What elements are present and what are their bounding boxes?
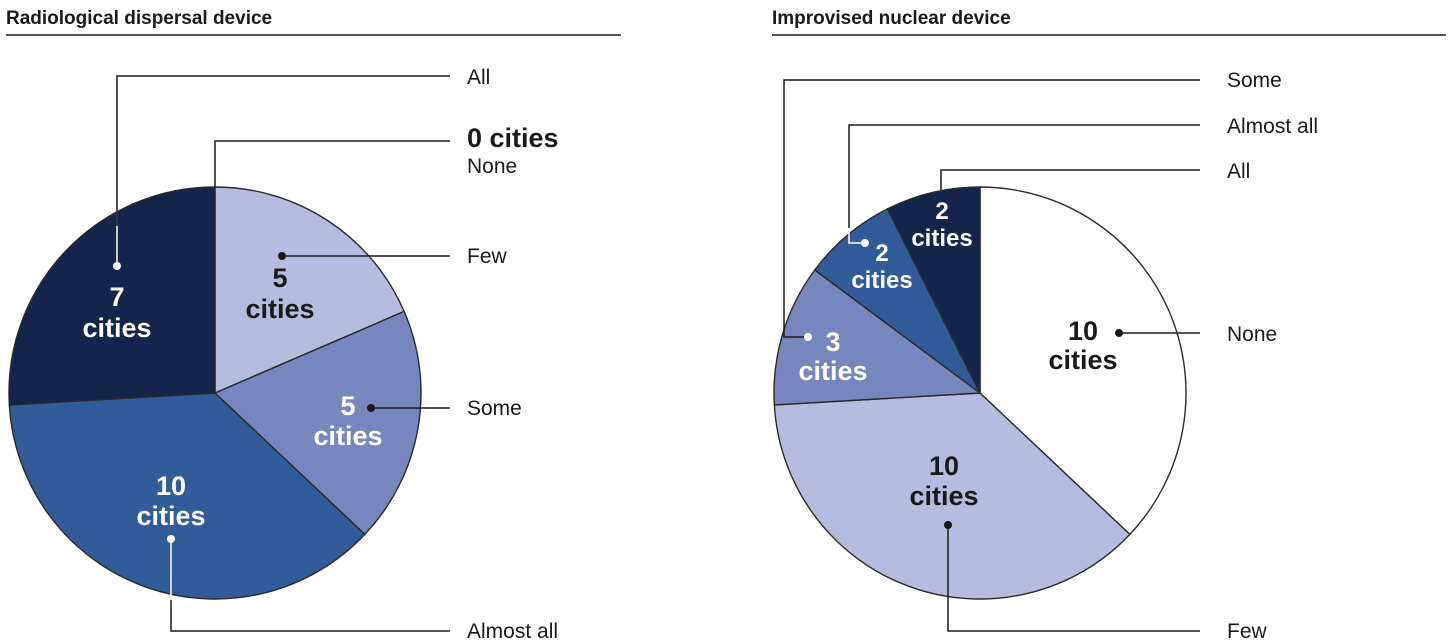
category-label: Almost all — [467, 620, 558, 643]
data-label: cities — [313, 421, 382, 451]
data-label: 10 — [156, 471, 186, 501]
leader-dots — [804, 239, 1123, 529]
category-label: Few — [1227, 620, 1268, 643]
pie-slice-some — [213, 310, 422, 536]
data-label: 2 — [875, 240, 888, 267]
data-label: cities — [82, 313, 151, 343]
pie-slice-almost-all — [813, 207, 981, 394]
pie-slice-none — [979, 186, 1187, 536]
leader-line-some — [783, 79, 1200, 308]
leader-dot — [167, 535, 175, 543]
chart-panel-rdd: Radiological dispersal device 7 cities 5… — [6, 8, 621, 643]
chart-panel-ind: Improvised nuclear device 2 cities 2 cit… — [772, 8, 1446, 643]
category-label: Few — [467, 245, 508, 268]
data-label: cities — [1048, 345, 1117, 375]
data-label: cities — [798, 356, 867, 386]
pie-slice-some — [773, 269, 982, 406]
leader-line-almost-all-tail — [848, 228, 865, 244]
pie-chart-rdd — [8, 186, 422, 600]
leader-dots — [113, 252, 375, 543]
data-label: cities — [245, 294, 314, 324]
leader-line-almost-all — [848, 124, 1200, 228]
data-label: 5 — [340, 391, 355, 421]
data-label: 10 — [929, 451, 959, 481]
leader-dot — [944, 521, 952, 529]
category-label: Some — [1227, 69, 1282, 92]
leader-line-all — [116, 75, 450, 226]
data-label: 0 cities — [467, 123, 559, 153]
leader-line-some-tail — [783, 308, 808, 338]
category-label: All — [467, 66, 490, 89]
chart-title: Improvised nuclear device — [772, 8, 1011, 29]
leader-lines — [116, 75, 450, 632]
data-label: 7 — [109, 282, 124, 312]
leader-dot — [367, 404, 375, 412]
leader-line-almost-all — [170, 600, 450, 632]
leader-dot — [113, 262, 121, 270]
chart-title: Radiological dispersal device — [6, 8, 272, 29]
leader-dot — [1115, 329, 1123, 337]
data-label: 10 — [1068, 316, 1098, 346]
category-label: None — [1227, 323, 1277, 346]
data-label: 2 — [935, 198, 948, 225]
leader-line-few — [947, 525, 1200, 632]
data-label: cities — [136, 501, 205, 531]
category-label: None — [467, 155, 517, 178]
category-label: Almost all — [1227, 115, 1318, 138]
pie-slice-few — [773, 392, 1131, 600]
leader-line-none — [214, 140, 450, 187]
category-label: Some — [467, 397, 522, 420]
data-label: cities — [911, 225, 972, 252]
leader-dot — [278, 252, 286, 260]
category-label: All — [1227, 160, 1250, 183]
pie-slice-all — [8, 186, 216, 406]
leader-lines — [783, 79, 1200, 632]
data-label: cities — [851, 267, 912, 294]
pie-slice-few — [214, 186, 406, 395]
pie-slice-all — [886, 186, 981, 394]
pie-slice-almost-all — [8, 392, 366, 600]
leader-dot — [804, 333, 812, 341]
data-label: 5 — [272, 263, 287, 293]
leader-line-all — [940, 169, 1200, 190]
data-label: 3 — [825, 327, 840, 357]
leader-dot — [861, 239, 869, 247]
pie-chart-ind — [773, 186, 1187, 600]
data-label: cities — [909, 481, 978, 511]
